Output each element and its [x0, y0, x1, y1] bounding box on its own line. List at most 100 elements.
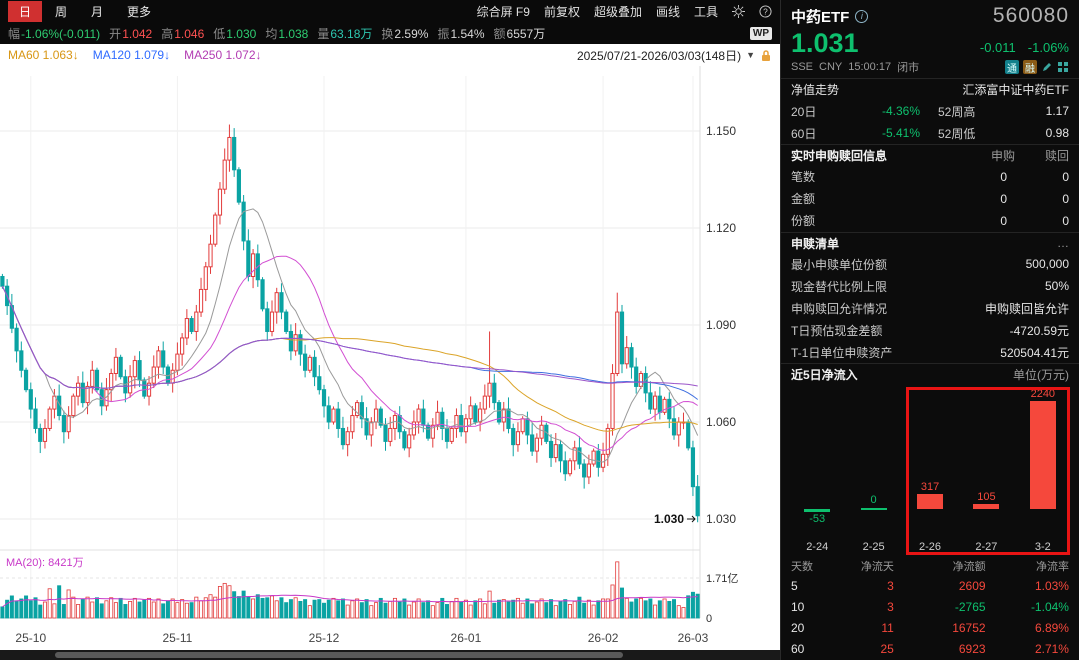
list-row: 现金替代比例上限 50%	[791, 279, 1069, 294]
ma60-legend: MA60 1.063↓	[8, 48, 79, 62]
svg-text:26-03: 26-03	[678, 631, 709, 645]
flow-bar-column: 2240 3-2	[1015, 385, 1071, 557]
col-subscribe: 申购	[990, 149, 1015, 164]
menu-composite-screen[interactable]: 综合屏 F9	[476, 4, 530, 19]
quote-stats-row: 幅-1.06%(-0.011) 开1.042 高1.046 低1.030 均1.038 量…	[8, 25, 545, 42]
last-price: 1.031	[791, 28, 859, 58]
flow-table-cell: 6923	[958, 642, 986, 657]
menu-tools[interactable]: 工具	[693, 4, 718, 19]
stat-low: 低1.030	[213, 26, 257, 41]
tab-daily[interactable]: 日	[8, 0, 43, 22]
flow-value: 105	[977, 490, 996, 503]
ma120-legend: MA120 1.079↓	[92, 48, 171, 62]
flow-table-cell: 25	[880, 642, 894, 657]
toolbar-menu: 综合屏 F9 前复权 超级叠加 画线 工具?	[477, 3, 772, 20]
chart-side: 日周 月 更多 综合屏 F9 前复权 超级叠加 画线 工具? 幅-1.06%(-0.011)…	[0, 0, 780, 660]
col-redeem: 赎回	[1044, 149, 1069, 164]
fund-name: 汇添富中证中药ETF	[962, 83, 1069, 98]
nav-section-header: 净值走势 汇添富中证中药ETF	[781, 79, 1079, 100]
flow-table-header-cell: 净流天	[860, 561, 894, 574]
flow-bar	[973, 503, 1000, 509]
currency-label: CNY	[819, 61, 843, 73]
flow-table: 天数 净流天 净流额 净流率 5 3 2609 1.03% 10 3 -2765 -1.04% 20 11…	[781, 557, 1079, 660]
list-row: 申购赎回允许情况 申购赎回皆允许	[791, 301, 1069, 316]
candle-layer	[0, 124, 700, 523]
flow-table-row: 5 3 2609 1.03%	[791, 576, 1069, 597]
flow-table-cell: 6.89%	[1034, 621, 1069, 636]
stat-amplitude: 振1.54%	[437, 26, 485, 41]
svg-text:?: ?	[763, 6, 768, 16]
menu-forward-adjust[interactable]: 前复权	[543, 4, 580, 19]
nav-rows: 20日 -4.36% 52周高 1.17 60日 -5.41% 52周低 0.98	[781, 100, 1079, 144]
nav-trend-link[interactable]: 净值走势	[791, 83, 840, 98]
gear-icon[interactable]	[732, 4, 745, 18]
list-row: T日预估现金差额 -4720.59元	[791, 323, 1069, 338]
exchange-label: SSE	[791, 61, 814, 73]
flow-table-header-cell: 净流额	[952, 561, 986, 574]
svg-text:25-12: 25-12	[309, 631, 340, 645]
flow-bar	[860, 507, 887, 510]
chart-toolbar: 日周 月 更多 综合屏 F9 前复权 超级叠加 画线 工具? 幅-1.06%(-0.011)…	[0, 0, 780, 44]
svg-text:MA(20): 8421万: MA(20): 8421万	[6, 557, 84, 569]
flow-table-cell: 16752	[952, 621, 986, 636]
flow-bar-column: 317 2-26	[902, 385, 958, 557]
quote-header: 中药ETF i 560080 1.031 -0.011 -1.06% SSE C…	[781, 0, 1079, 79]
tab-monthly[interactable]: 月	[91, 4, 104, 19]
svg-text:1.150: 1.150	[706, 124, 736, 138]
quote-time: 15:00:17	[848, 61, 892, 73]
edit-icon[interactable]	[1041, 61, 1053, 73]
flow-table-cell: 20	[791, 621, 805, 636]
stat-open: 开1.042	[109, 26, 153, 41]
axis-labels: 1.150 1.120 1.090 1.060 1.030 25-10 25-11 25-12…	[6, 124, 738, 645]
realtime-section-header: 实时申购赎回信息 申购 赎回	[781, 144, 1079, 166]
grid-layer	[0, 66, 701, 619]
info-icon[interactable]: i	[855, 9, 869, 23]
svg-text:1.060: 1.060	[706, 415, 736, 429]
ma-layer	[1, 208, 699, 463]
lock-icon[interactable]	[760, 49, 772, 62]
nav-row: 60日 -5.41% 52周低 0.98	[791, 126, 1069, 141]
last-price-marker: 1.030	[654, 512, 684, 526]
instrument-name: 中药ETF	[791, 8, 850, 26]
scrollbar-thumb[interactable]	[55, 652, 623, 658]
help-icon[interactable]: ?	[759, 4, 772, 18]
list-row: T-1日单位申赎资产 520504.41元	[791, 345, 1069, 360]
more-ellipsis[interactable]: …	[1057, 236, 1069, 251]
date-range-label: 2025/07/21-2026/03/03(148日)	[576, 48, 742, 63]
menu-draw-line[interactable]: 画线	[655, 4, 680, 19]
wp-badge[interactable]: WP	[749, 26, 772, 40]
flow-date: 2-26	[919, 540, 942, 553]
flag-badges: 通融	[1005, 60, 1069, 75]
flow-bar	[1029, 400, 1056, 509]
flow-table-row: 10 3 -2765 -1.04%	[791, 597, 1069, 618]
tab-more[interactable]: 更多	[127, 4, 152, 19]
period-tabs: 日周 月 更多	[8, 0, 162, 22]
flow-value: -53	[809, 512, 826, 525]
nav-row: 20日 -4.36% 52周高 1.17	[791, 104, 1069, 119]
layout-grid-icon[interactable]	[1057, 61, 1069, 73]
ma-legend: MA60 1.063↓ MA120 1.079↓ MA250 1.072↓	[8, 48, 262, 62]
stat-amount: 额6557万	[493, 26, 546, 41]
flow-value: 0	[870, 493, 877, 506]
badge-margin: 融	[1023, 60, 1037, 75]
flow-table-cell: 3	[887, 600, 894, 615]
stat-turnover-rate: 换2.59%	[381, 26, 429, 41]
net-inflow-chart: -53 2-24 0 2-25 317 2-26 105 2-27 2240 3-2	[789, 385, 1071, 557]
chart-scrollbar[interactable]	[0, 650, 780, 660]
svg-text:0: 0	[706, 613, 712, 625]
flow-value: 317	[920, 480, 940, 493]
realtime-row: 金额 0 0	[791, 191, 1069, 207]
svg-text:1.120: 1.120	[706, 221, 736, 235]
flow-bar	[804, 508, 831, 512]
realtime-rows: 笔数 0 0 金额 0 0 份额 0 0	[781, 166, 1079, 232]
flow-table-cell: 5	[791, 579, 798, 594]
menu-super-overlay[interactable]: 超级叠加	[593, 4, 642, 19]
price-chart[interactable]: 1.150 1.120 1.090 1.060 1.030 25-10 25-11 25-12…	[0, 66, 778, 650]
flow-date: 2-27	[975, 540, 998, 553]
flow-table-cell: 1.03%	[1034, 579, 1069, 594]
date-range-selector[interactable]: 2025/07/21-2026/03/03(148日) ▼	[577, 47, 772, 64]
flow-table-cell: 11	[881, 621, 894, 636]
flow-table-cell: 3	[887, 579, 894, 594]
tab-weekly[interactable]: 周	[55, 4, 68, 19]
